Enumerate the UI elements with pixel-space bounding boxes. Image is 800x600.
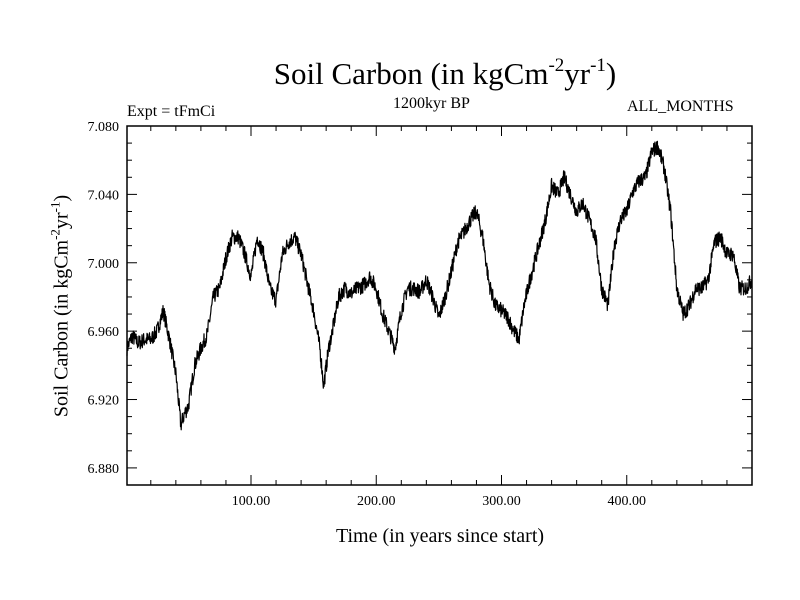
x-tick-label: 100.00: [232, 494, 271, 509]
y-tick-label: 6.960: [88, 325, 120, 340]
plot-frame: [126, 125, 753, 486]
x-axis-title: Time (in years since start): [335, 525, 545, 547]
y-tick-label: 7.040: [88, 188, 120, 203]
x-tick-label: 300.00: [482, 494, 521, 509]
y-tick-label: 7.080: [88, 120, 120, 135]
chart-title: Soil Carbon (in kgCm-2yr-1): [273, 55, 617, 91]
y-tick-label: 6.880: [88, 462, 120, 477]
x-tick-label: 200.00: [357, 494, 396, 509]
y-tick-label: 6.920: [88, 394, 120, 409]
chart-subtitle: 1200kyr BP: [393, 95, 470, 112]
axis-tick-labels: 100.00 200.00 300.00 400.00 6.880 6.920 6.960 7…: [88, 120, 646, 509]
x-tick-label: 400.00: [607, 494, 646, 509]
axis-ticks: [127, 125, 752, 485]
series-line-soil-carbon: [126, 140, 753, 431]
y-tick-label: 7.000: [88, 257, 120, 272]
experiment-label: Expt = tFmCi: [127, 103, 216, 120]
months-label: ALL_MONTHS: [627, 98, 734, 115]
